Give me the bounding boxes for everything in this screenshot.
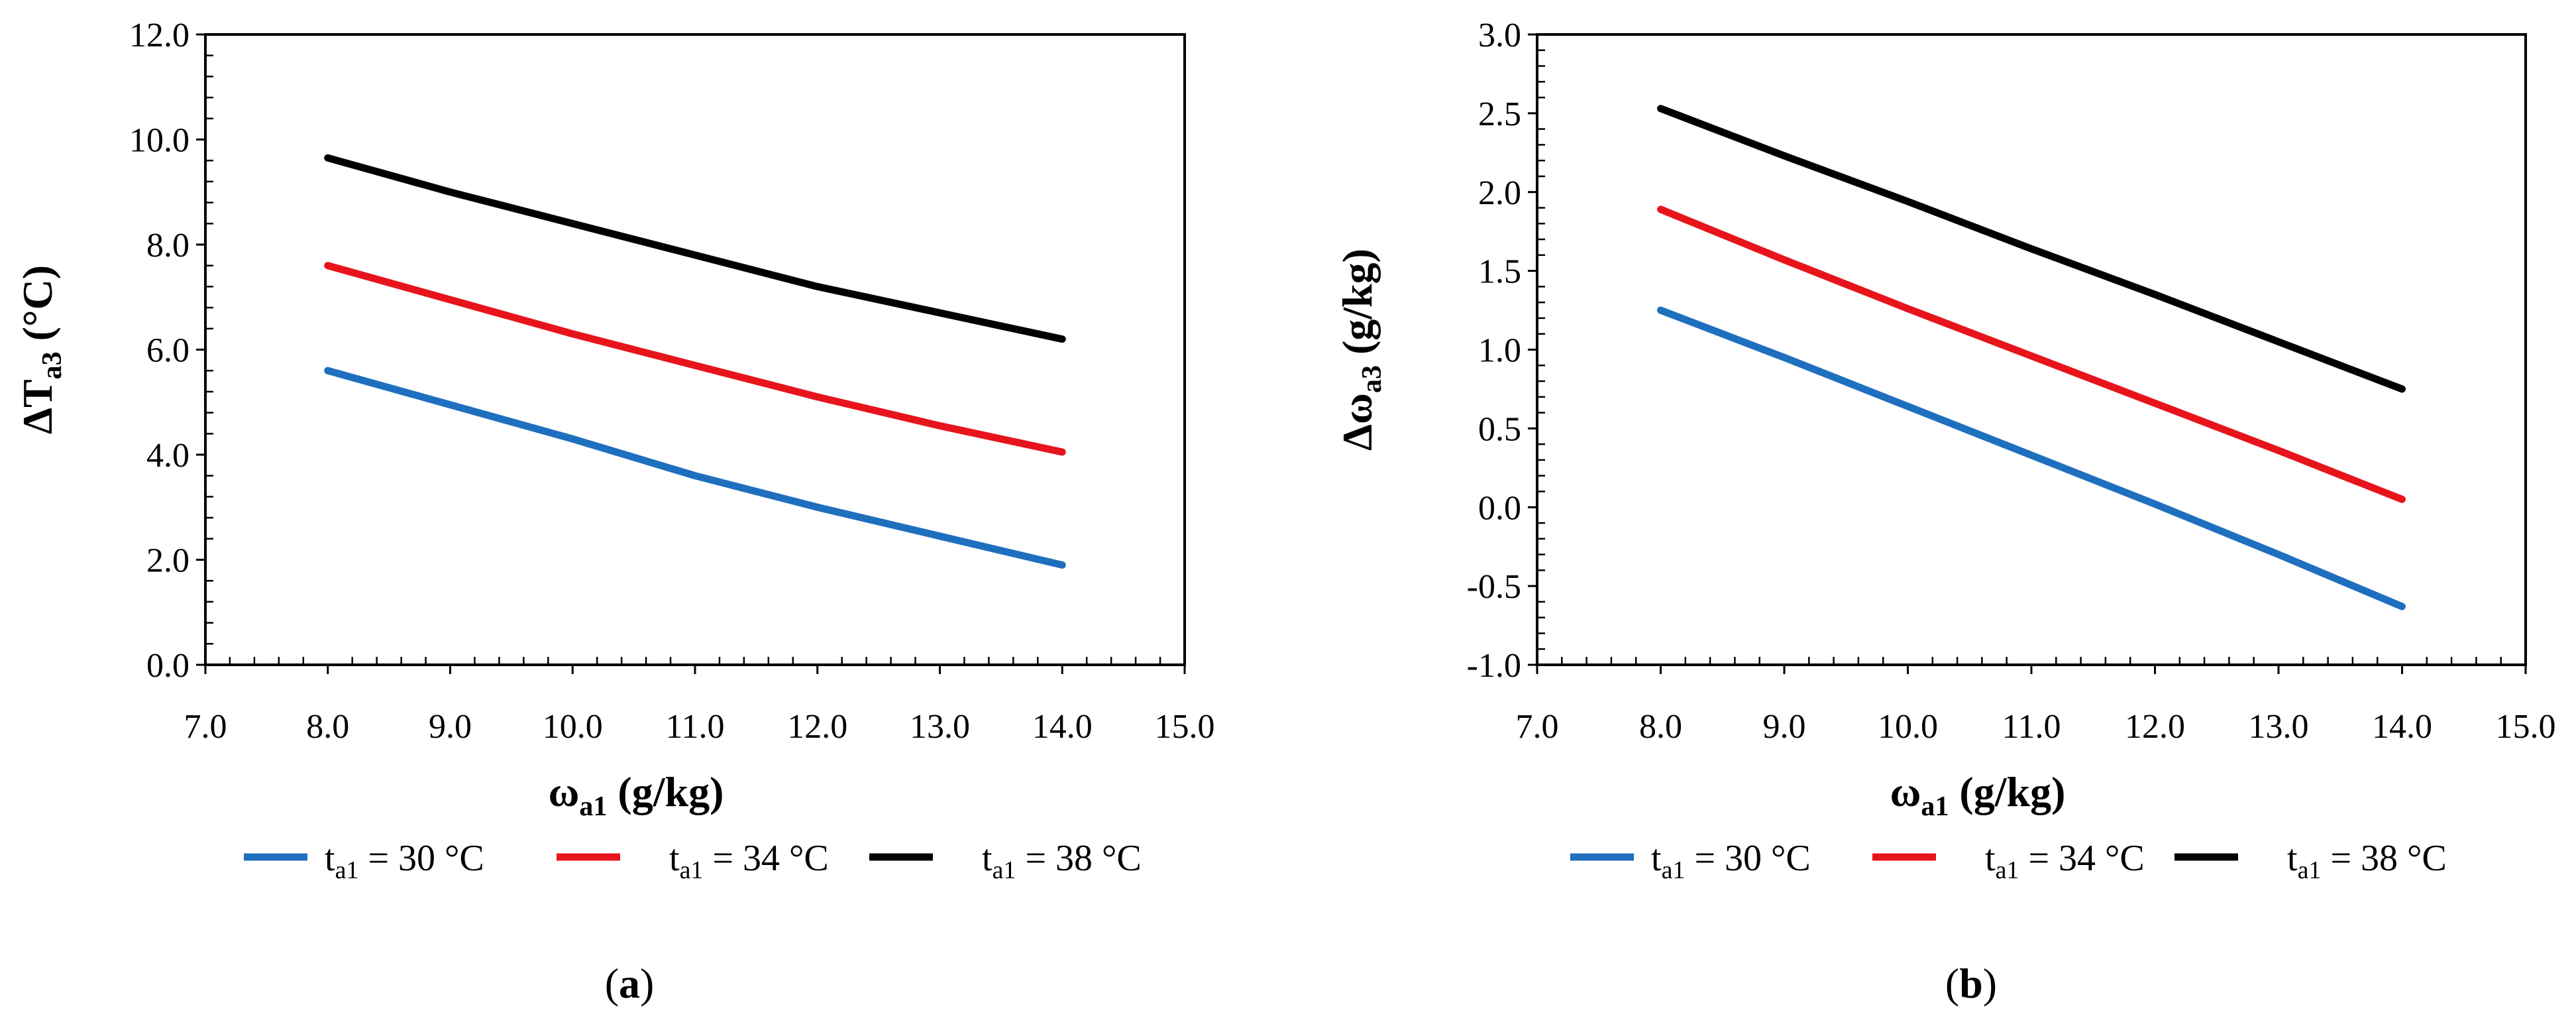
legend-label-prefix: t <box>1985 838 1996 879</box>
x-tick-label: 15.0 <box>1155 708 1215 746</box>
y-tick-label: 0.0 <box>146 647 189 685</box>
legend-label-subscript: a1 <box>993 856 1016 884</box>
x-axis-title: ωa1 (g/kg) <box>549 768 724 822</box>
legend-label-prefix: t <box>982 838 993 879</box>
plot-area-frame <box>204 33 1186 666</box>
panel-label-letter: b <box>1959 960 1983 1007</box>
legend-label-suffix: = 34 °C <box>703 838 828 879</box>
x-tick-label: 9.0 <box>429 708 472 746</box>
x-tick-label: 13.0 <box>2249 708 2309 746</box>
legend-label-suffix: = 38 °C <box>1016 838 1141 879</box>
y-axis-title-main: Δω <box>1334 393 1381 451</box>
x-tick-label: 10.0 <box>1878 708 1938 746</box>
panel-label-open: ( <box>605 960 619 1007</box>
chart-panel-b: -1.0 -0.5 0.0 0.5 1.0 1.5 2.0 2.5 3.0 7.0 8.0 9.0 10… <box>1334 17 2556 1007</box>
legend-label-subscript: a1 <box>2298 856 2322 884</box>
y-tick-label: 0.0 <box>1478 489 1521 527</box>
x-axis-title-main: ω <box>1890 768 1921 815</box>
panel-label-letter: a <box>619 960 640 1007</box>
series-line-3 <box>324 154 1066 343</box>
x-tick-label: 14.0 <box>2372 708 2432 746</box>
legend-label-prefix: t <box>669 838 680 879</box>
legend-label-prefix: t <box>1651 838 1662 879</box>
series-line-3 <box>1657 105 2406 393</box>
x-axis-title: ωa1 (g/kg) <box>1890 768 2066 822</box>
legend-label-suffix: = 30 °C <box>358 838 484 879</box>
y-tick-label: 10.0 <box>129 122 189 160</box>
x-axis-title-subscript: a1 <box>579 791 607 822</box>
y-axis-title-unit: (°C) <box>14 265 61 351</box>
x-axis-title-subscript: a1 <box>1921 791 1949 822</box>
x-tick-label: 14.0 <box>1032 708 1093 746</box>
y-axis-title-main: ΔT <box>14 379 61 434</box>
y-tick-label: 2.5 <box>1478 95 1521 133</box>
legend-label-3: ta1 = 38 °C <box>982 838 1142 884</box>
legend-label-suffix: = 38 °C <box>2321 838 2446 879</box>
legend: ta1 = 30 °C ta1 = 34 °C ta1 = 38 °C <box>1570 838 2447 884</box>
panel-label: (b) <box>1945 960 1997 1007</box>
x-tick-label: 8.0 <box>1639 708 1682 746</box>
y-axis-title: Δωa3 (g/kg) <box>1334 249 1387 451</box>
panel-label: (a) <box>605 960 655 1007</box>
legend-label-1: ta1 = 30 °C <box>325 838 484 884</box>
series-line-1 <box>1657 306 2406 610</box>
y-tick-label: 2.0 <box>1478 174 1521 212</box>
x-axis-title-unit: (g/kg) <box>1949 768 2065 815</box>
legend-label-suffix: = 34 °C <box>2019 838 2144 879</box>
y-tick-label: 8.0 <box>146 227 189 264</box>
x-tick-label: 10.0 <box>543 708 603 746</box>
series-line-1 <box>324 367 1066 569</box>
panel-label-close: ) <box>1983 960 1997 1007</box>
legend-label-subscript: a1 <box>680 856 704 884</box>
y-tick-label: 3.0 <box>1478 17 1521 54</box>
y-axis-title: ΔTa3 (°C) <box>14 265 68 434</box>
y-tick-label: -0.5 <box>1467 568 1521 606</box>
legend-label-3: ta1 = 38 °C <box>2287 838 2447 884</box>
legend-label-2: ta1 = 34 °C <box>669 838 829 884</box>
y-tick-label: 2.0 <box>146 542 189 580</box>
series-line-2 <box>324 262 1066 456</box>
legend-label-prefix: t <box>325 838 335 879</box>
x-tick-label: 11.0 <box>665 708 724 746</box>
x-tick-label: 12.0 <box>787 708 847 746</box>
panel-label-open: ( <box>1945 960 1959 1007</box>
x-axis-title-main: ω <box>549 768 580 815</box>
x-tick-label: 13.0 <box>910 708 970 746</box>
x-tick-label: 8.0 <box>306 708 349 746</box>
x-axis-title-unit: (g/kg) <box>607 768 724 815</box>
x-tick-label: 9.0 <box>1763 708 1806 746</box>
plot-area-frame <box>1536 33 2527 666</box>
legend: ta1 = 30 °C ta1 = 34 °C ta1 = 38 °C <box>244 838 1142 884</box>
y-tick-label: 0.5 <box>1478 410 1521 448</box>
panel-label-close: ) <box>640 960 654 1007</box>
x-tick-label: 12.0 <box>2125 708 2185 746</box>
y-tick-label: -1.0 <box>1467 647 1521 685</box>
y-tick-label: 12.0 <box>129 17 189 54</box>
x-tick-label: 15.0 <box>2496 708 2556 746</box>
series-line-2 <box>1657 205 2406 503</box>
y-tick-label: 1.0 <box>1478 332 1521 370</box>
y-axis-title-unit: (g/kg) <box>1334 249 1381 365</box>
legend-label-subscript: a1 <box>1662 856 1686 884</box>
y-tick-label: 4.0 <box>146 437 189 475</box>
x-tick-label: 7.0 <box>1516 708 1559 746</box>
legend-label-2: ta1 = 34 °C <box>1985 838 2145 884</box>
legend-label-prefix: t <box>2287 838 2298 879</box>
legend-label-subscript: a1 <box>1996 856 2019 884</box>
x-tick-label: 11.0 <box>2002 708 2061 746</box>
y-tick-label: 6.0 <box>146 332 189 370</box>
x-tick-label: 7.0 <box>184 708 227 746</box>
legend-label-suffix: = 30 °C <box>1685 838 1810 879</box>
chart-panel-a: 0.0 2.0 4.0 6.0 8.0 10.0 12.0 7.0 8.0 9.0 10.0 11.0… <box>14 17 1215 1007</box>
legend-label-1: ta1 = 30 °C <box>1651 838 1811 884</box>
y-axis-title-subscript: a3 <box>37 351 68 379</box>
y-tick-label: 1.5 <box>1478 253 1521 291</box>
y-axis-title-subscript: a3 <box>1357 365 1387 393</box>
legend-label-subscript: a1 <box>335 856 359 884</box>
